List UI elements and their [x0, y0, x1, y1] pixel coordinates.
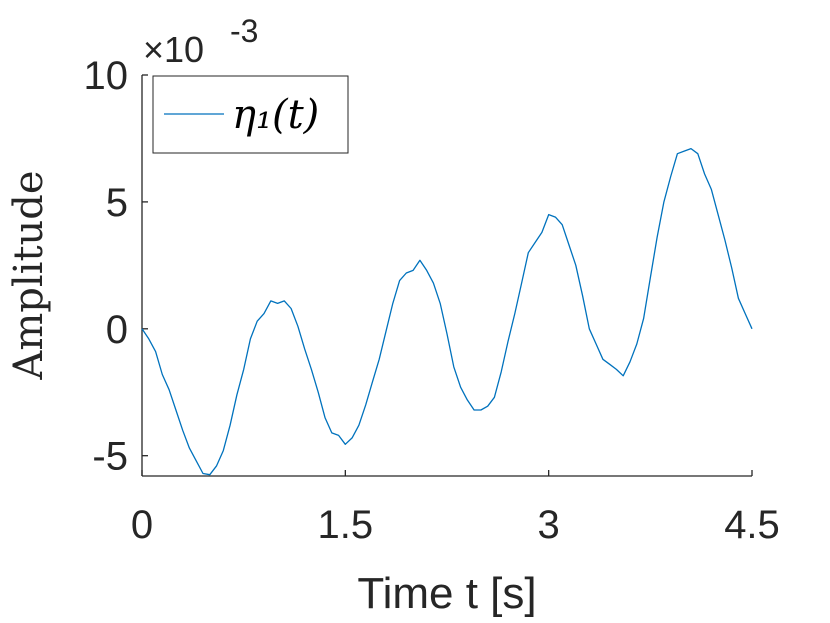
y-tick-label: -5	[92, 435, 128, 479]
y-tick-label: 5	[106, 181, 128, 225]
x-tick-label: 4.5	[724, 503, 780, 547]
legend: η₁(t)	[152, 75, 349, 154]
y-tick-label: 10	[84, 54, 129, 98]
y-axis-label: Amplitude	[6, 170, 52, 380]
x-tick-label: 1.5	[318, 503, 374, 547]
tick-marks	[141, 74, 753, 476]
y-multiplier: ×10 -3	[143, 13, 258, 70]
y-multiplier-exponent: -3	[230, 13, 258, 49]
y-tick-label: 0	[106, 308, 128, 352]
x-axis-label: Time t [s]	[357, 569, 536, 618]
x-tick-label: 3	[538, 503, 560, 547]
series-line-0	[141, 147, 753, 476]
x-tick-label: 0	[131, 503, 153, 547]
legend-label-eta1: η₁(t)	[232, 92, 319, 138]
y-multiplier-base: ×10	[143, 29, 204, 70]
series-layer	[141, 147, 753, 476]
